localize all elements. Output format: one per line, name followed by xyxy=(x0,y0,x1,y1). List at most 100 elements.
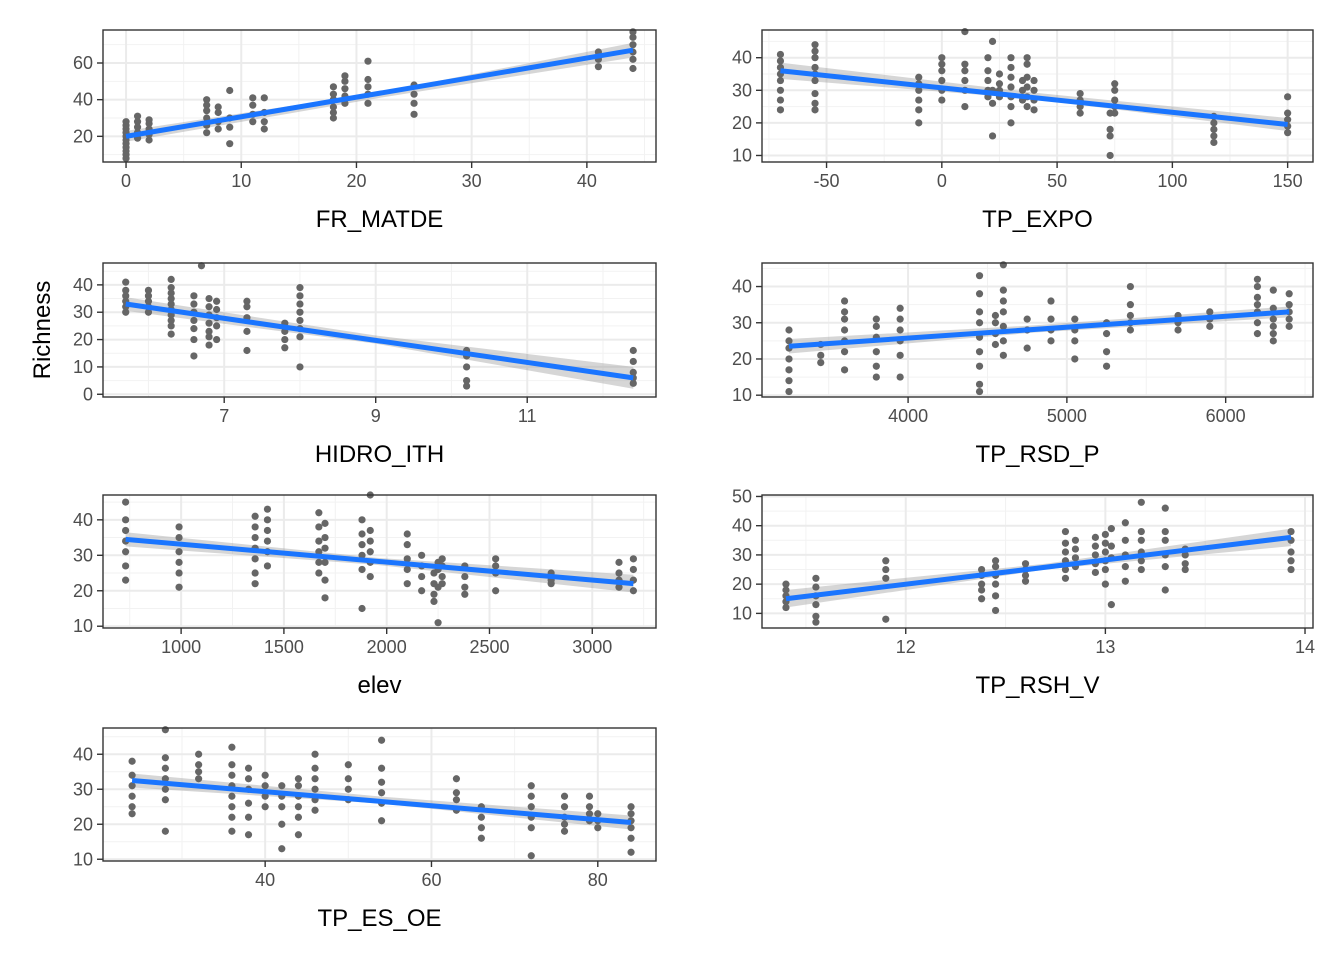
data-point xyxy=(144,308,153,316)
data-point xyxy=(1161,527,1169,536)
data-point xyxy=(1181,565,1189,574)
data-point xyxy=(364,99,372,107)
data-point xyxy=(627,824,635,832)
data-point xyxy=(629,33,637,41)
data-point xyxy=(896,351,904,359)
data-point xyxy=(161,785,169,793)
fit-line xyxy=(125,536,634,587)
data-point xyxy=(840,326,849,334)
data-point xyxy=(776,50,785,59)
data-point xyxy=(627,810,635,818)
data-point xyxy=(294,782,303,790)
data-point xyxy=(311,806,319,814)
data-point xyxy=(243,346,251,355)
data-point xyxy=(1269,322,1277,330)
data-point xyxy=(840,297,849,305)
data-point xyxy=(263,505,272,513)
data-point xyxy=(1091,533,1099,541)
data-point xyxy=(249,94,257,102)
data-point xyxy=(403,530,411,538)
panel-5: 1000 1500 2000 2500 3000 10 20 30 40 elev xyxy=(73,491,657,699)
x-tick-label: 0 xyxy=(121,171,131,191)
data-point xyxy=(167,275,175,284)
x-tick-label: 1000 xyxy=(161,637,201,657)
data-point xyxy=(785,337,793,345)
y-tick-label: 60 xyxy=(73,53,93,73)
data-point xyxy=(358,530,366,538)
data-point xyxy=(358,541,366,549)
fit-line xyxy=(785,534,1292,602)
data-point xyxy=(1076,109,1084,117)
data-point xyxy=(629,55,637,63)
data-point xyxy=(128,803,136,811)
data-point xyxy=(477,834,485,842)
data-point xyxy=(594,824,602,832)
data-point xyxy=(527,824,535,832)
data-point xyxy=(1253,293,1262,302)
data-point xyxy=(244,764,253,772)
data-point xyxy=(278,845,286,853)
data-point xyxy=(260,94,268,102)
data-point xyxy=(1106,125,1114,134)
data-point xyxy=(1121,519,1129,527)
data-point xyxy=(377,764,386,772)
data-point xyxy=(1030,86,1038,94)
data-point xyxy=(1071,355,1079,363)
data-point xyxy=(527,852,535,860)
data-point xyxy=(244,831,253,839)
data-point xyxy=(776,106,785,114)
data-point xyxy=(430,590,438,598)
data-point xyxy=(915,106,923,114)
data-point xyxy=(988,132,997,140)
panel-1: 0 10 20 30 40 20 40 60 FR_MATDE xyxy=(73,28,657,233)
data-point xyxy=(615,583,623,591)
data-point xyxy=(190,292,198,300)
panel-border xyxy=(761,29,1314,163)
x-tick-label: 9 xyxy=(371,406,381,426)
data-point xyxy=(377,736,386,744)
y-tick-label: 30 xyxy=(732,80,752,100)
x-axis-title: TP_EXPO xyxy=(982,206,1093,233)
data-point xyxy=(1007,63,1015,72)
data-point xyxy=(1101,548,1109,556)
data-point xyxy=(1285,315,1293,323)
x-tick-label: 0 xyxy=(937,171,947,191)
data-point xyxy=(315,523,323,531)
data-point xyxy=(872,348,880,356)
data-point xyxy=(975,272,984,280)
data-point xyxy=(167,330,175,338)
data-point xyxy=(122,278,130,286)
data-point xyxy=(249,118,257,126)
data-point xyxy=(840,315,849,323)
data-point xyxy=(1061,548,1070,556)
data-point xyxy=(144,297,153,305)
data-point xyxy=(341,85,349,93)
data-point xyxy=(190,352,198,360)
data-point xyxy=(197,262,206,270)
data-point xyxy=(341,72,349,80)
data-point xyxy=(978,565,986,574)
data-point xyxy=(999,322,1007,330)
data-point xyxy=(1210,125,1218,134)
data-point xyxy=(228,803,236,811)
data-point xyxy=(261,782,269,790)
data-point xyxy=(811,76,819,85)
data-point xyxy=(128,792,136,800)
data-point xyxy=(228,761,236,769)
data-point xyxy=(243,327,251,335)
data-point xyxy=(1253,282,1262,291)
data-point xyxy=(190,335,198,344)
panel-3: 7 9 11 0 10 20 30 40 HIDRO_ITH xyxy=(73,262,657,468)
data-point xyxy=(263,526,272,535)
data-point xyxy=(975,362,984,370)
y-tick-label: 10 xyxy=(73,357,93,377)
data-point xyxy=(128,757,136,765)
data-point xyxy=(1285,290,1293,298)
data-point xyxy=(205,341,213,349)
data-point xyxy=(896,304,904,312)
x-tick-label: 7 xyxy=(219,406,229,426)
data-point xyxy=(122,308,130,316)
data-point xyxy=(1137,527,1145,536)
data-point xyxy=(1161,586,1169,594)
data-point xyxy=(629,357,637,366)
